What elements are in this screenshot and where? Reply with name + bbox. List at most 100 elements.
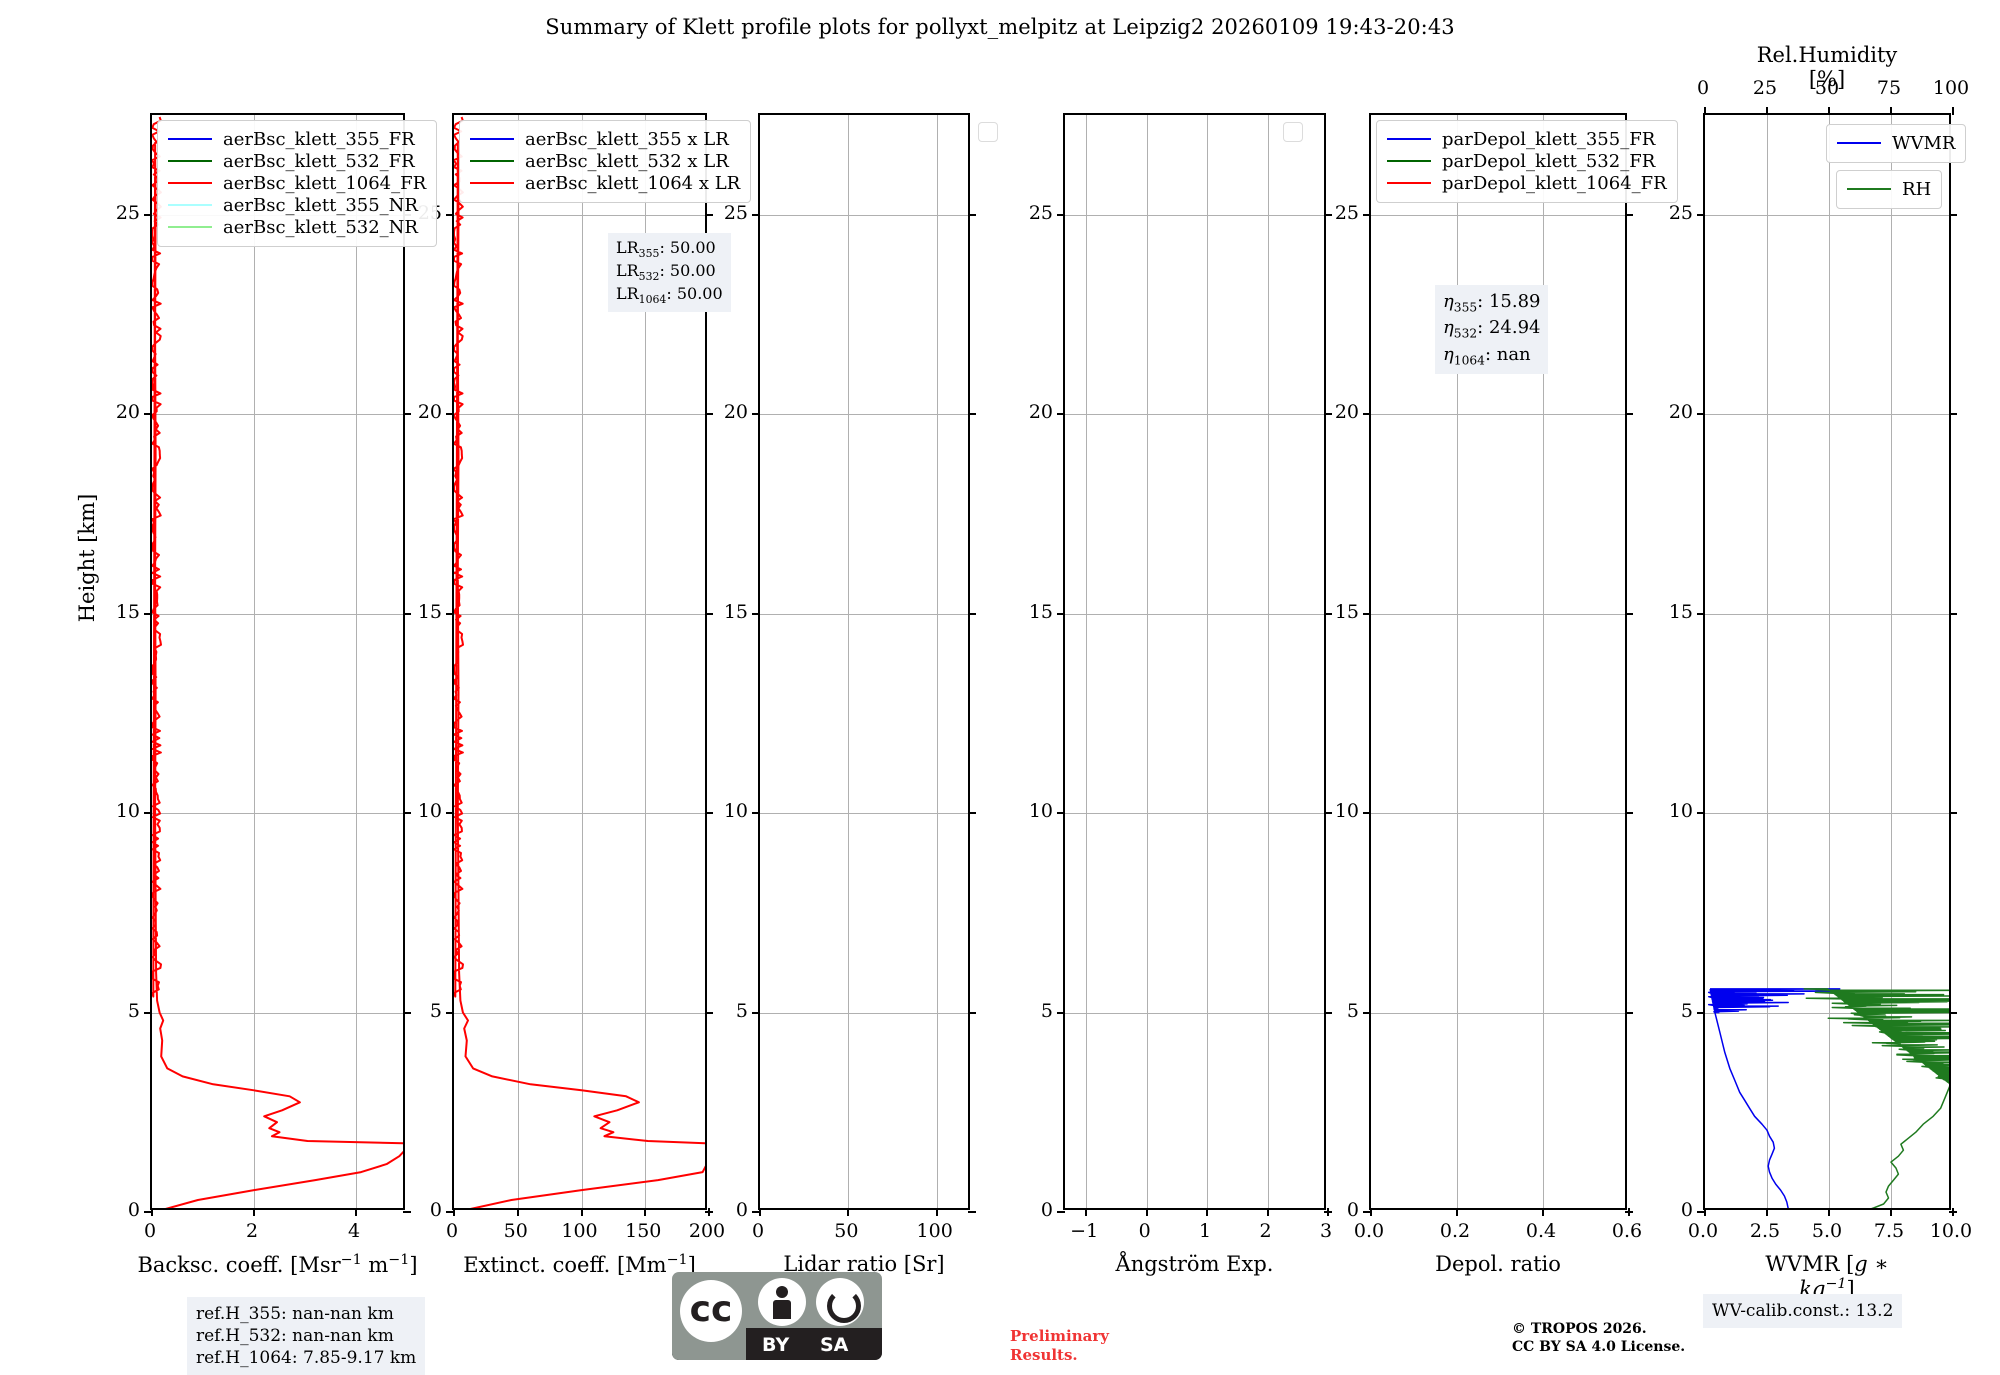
sa-reload-icon bbox=[827, 1289, 861, 1323]
cc-logo-text: cc bbox=[689, 1289, 733, 1330]
y-tick bbox=[446, 1211, 454, 1213]
y-tick-label: 10 bbox=[1334, 800, 1359, 823]
legend-line bbox=[1387, 182, 1431, 184]
y-tick-label: 10 bbox=[723, 800, 748, 823]
ref-h-355: ref.H_355: nan-nan km bbox=[196, 1304, 394, 1324]
y-tick bbox=[1697, 1211, 1705, 1213]
x-tick-label-top: 0 bbox=[1696, 77, 1710, 99]
gridline-horizontal bbox=[454, 813, 705, 815]
copyright-line-2: CC BY SA 4.0 License. bbox=[1512, 1339, 1686, 1356]
x-tick bbox=[1370, 1208, 1372, 1216]
legend-label: aerBsc_klett_355_NR bbox=[223, 194, 418, 216]
legend-depol-ratio: parDepol_klett_355_FR parDepol_klett_532_… bbox=[1376, 120, 1678, 203]
y-tick-label: 20 bbox=[723, 401, 748, 424]
x-tick-label: 50 bbox=[503, 1220, 528, 1242]
x-tick bbox=[1890, 1208, 1892, 1216]
gridline-vertical bbox=[254, 115, 255, 1208]
x-tick bbox=[580, 1208, 583, 1216]
legend-label: aerBsc_klett_532_FR bbox=[223, 150, 415, 172]
gridline-vertical bbox=[1086, 115, 1088, 1208]
y-tick-right bbox=[705, 812, 713, 815]
legend-label: aerBsc_klett_532 x LR bbox=[525, 150, 729, 172]
legend-row: aerBsc_klett_355 x LR bbox=[470, 128, 740, 150]
copyright-line-1: © TROPOS 2026. bbox=[1512, 1321, 1647, 1337]
plot-area-backscatter bbox=[152, 115, 403, 1208]
x-tick-label: 200 bbox=[688, 1220, 726, 1242]
panel-angstroem bbox=[1057, 113, 1332, 1216]
x-tick bbox=[1145, 1208, 1148, 1216]
y-tick-label: 10 bbox=[1028, 800, 1053, 823]
y-tick bbox=[144, 1011, 152, 1014]
y-tick bbox=[446, 1011, 454, 1014]
by-label: BY bbox=[762, 1334, 790, 1356]
legend-label: aerBsc_klett_1064 x LR bbox=[525, 172, 741, 194]
x-tick bbox=[453, 1208, 455, 1216]
x-tick-label: 2 bbox=[1259, 1220, 1272, 1242]
y-tick bbox=[1057, 1011, 1065, 1014]
x-axis-title-angstroem: Ångström Exp. bbox=[1115, 1252, 1274, 1276]
plot-area-wvmr bbox=[1705, 115, 1949, 1208]
legend-line bbox=[470, 160, 514, 162]
panel-depol-ratio bbox=[1363, 113, 1633, 1216]
ref-h-1064: ref.H_1064: 7.85-9.17 km bbox=[196, 1348, 417, 1369]
x-tick-label-top: 50 bbox=[1814, 77, 1840, 99]
legend-line-rh bbox=[1847, 188, 1891, 190]
y-tick-label: 25 bbox=[1668, 201, 1693, 224]
top-axis-title: Rel.Humidity [%] bbox=[1756, 43, 1898, 91]
gridline-vertical bbox=[1543, 115, 1544, 1208]
gridline-vertical bbox=[1267, 115, 1269, 1208]
infobox-line: LR1064: 50.00 bbox=[616, 284, 723, 307]
ref-h-532: ref.H_532: nan-nan km bbox=[196, 1326, 394, 1347]
y-tick bbox=[446, 812, 454, 815]
x-tick-label: 0.0 bbox=[1353, 1220, 1385, 1242]
legend-line bbox=[168, 182, 212, 184]
x-tick bbox=[935, 1208, 938, 1216]
x-tick bbox=[151, 1208, 153, 1216]
y-tick-right bbox=[1625, 1011, 1633, 1014]
y-tick bbox=[446, 612, 454, 615]
y-tick-label: 0 bbox=[127, 1199, 140, 1221]
panel-wvmr bbox=[1697, 107, 1957, 1216]
legend-row: aerBsc_klett_532_NR bbox=[168, 216, 426, 238]
y-tick-label: 10 bbox=[1668, 800, 1693, 823]
y-tick bbox=[1057, 413, 1065, 416]
y-tick bbox=[1363, 812, 1371, 815]
reference-height-box: ref.H_355: nan-nan km ref.H_532: nan-nan… bbox=[187, 1297, 426, 1375]
gridline-vertical bbox=[848, 115, 850, 1208]
x-tick bbox=[1206, 1208, 1209, 1216]
legend-row: aerBsc_klett_532 x LR bbox=[470, 150, 740, 172]
gridline-horizontal bbox=[454, 1012, 705, 1014]
gridline-horizontal bbox=[760, 214, 968, 216]
legend-line-wvmr bbox=[1837, 142, 1881, 144]
y-tick bbox=[144, 1211, 152, 1213]
y-tick bbox=[752, 413, 760, 416]
x-tick-top bbox=[1890, 107, 1892, 115]
legend-line bbox=[168, 204, 212, 206]
gridline-horizontal bbox=[1065, 214, 1324, 216]
series-aerBsc_klett_1064 x LR bbox=[454, 116, 705, 1208]
y-tick-label: 20 bbox=[1334, 401, 1359, 424]
cc-circle bbox=[680, 1280, 742, 1342]
y-tick-right bbox=[705, 213, 713, 216]
gridline-horizontal bbox=[1371, 613, 1625, 615]
legend-backscatter: aerBsc_klett_355_FR aerBsc_klett_532_FR ae… bbox=[157, 120, 438, 247]
gridline-horizontal bbox=[152, 613, 403, 615]
y-tick bbox=[1363, 1011, 1371, 1014]
x-tick bbox=[1766, 1208, 1768, 1216]
y-tick-label: 20 bbox=[115, 401, 140, 424]
y-axis-title: Height [km] bbox=[75, 493, 99, 623]
data-curves-wvmr bbox=[1707, 988, 1949, 1208]
y-tick bbox=[1697, 213, 1705, 216]
y-tick bbox=[1697, 812, 1705, 815]
gridline-horizontal bbox=[1371, 1012, 1625, 1014]
y-tick-right bbox=[968, 612, 976, 615]
infobox-line: LR355: 50.00 bbox=[616, 238, 716, 261]
x-tick-top bbox=[1952, 107, 1954, 115]
y-tick bbox=[1363, 413, 1371, 416]
y-tick-label: 0 bbox=[735, 1199, 748, 1221]
x-tick-label: 10.0 bbox=[1929, 1220, 1973, 1242]
legend-line bbox=[470, 182, 514, 184]
x-tick-label: 50 bbox=[834, 1220, 859, 1242]
data-curves-depol-ratio bbox=[1371, 115, 1625, 1208]
